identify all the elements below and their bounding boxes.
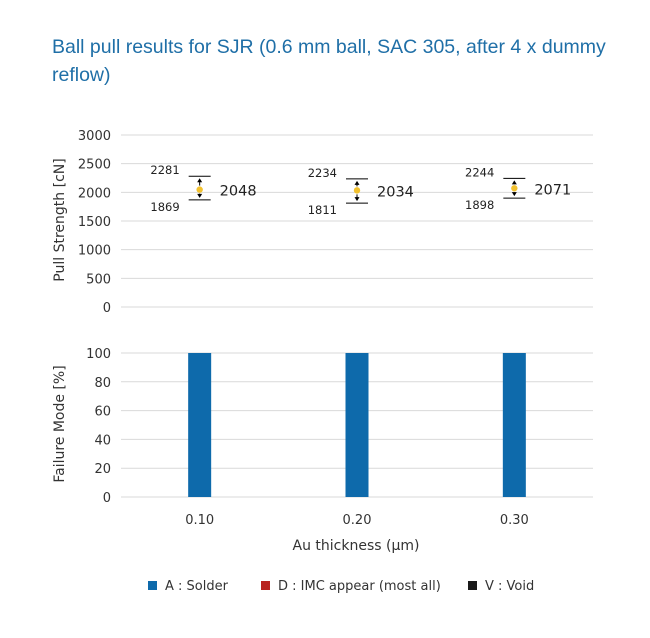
min-label: 1869: [150, 200, 179, 214]
errorbar-arrow-down: [354, 197, 360, 202]
mean-label: 2071: [534, 182, 571, 198]
errorbar-arrow-up: [197, 178, 203, 183]
x-axis-label: Au thickness (μm): [293, 538, 420, 554]
legend-swatch: [261, 581, 270, 590]
legend-label: A : Solder: [165, 579, 229, 594]
y-tick-label: 60: [94, 405, 111, 420]
chart-title: Ball pull results for SJR (0.6 mm ball, …: [52, 36, 606, 86]
y-tick-label: 20: [94, 462, 111, 477]
y-tick-label: 500: [86, 272, 111, 287]
bar: [188, 353, 212, 497]
legend-label: V : Void: [485, 579, 534, 594]
max-label: 2234: [308, 166, 337, 180]
min-label: 1811: [308, 203, 337, 217]
x-tick-label: 0.20: [343, 513, 372, 528]
errorbar-arrow-up: [354, 180, 360, 185]
legend: A : Solder D : IMC appear (most all) V : V…: [148, 579, 534, 594]
legend-swatch: [468, 581, 477, 590]
failure-mode-bars: [188, 353, 526, 497]
y-tick-label: 80: [94, 376, 111, 391]
bar: [502, 353, 526, 497]
errorbar-arrow-down: [197, 193, 203, 198]
pull-strength-points: 2281 1869 2048 2234 1811 2034 2244 1898 2071: [150, 163, 571, 217]
mean-point: [353, 187, 361, 194]
mean-point: [196, 186, 203, 193]
mean-label: 2048: [220, 184, 257, 200]
y-tick-label: 0: [103, 301, 111, 316]
x-tick-label: 0.10: [185, 513, 214, 528]
legend-swatch: [148, 581, 157, 590]
errorbar-arrow-up: [511, 180, 517, 185]
legend-label: D : IMC appear (most all): [278, 579, 441, 594]
errorbar-arrow-down: [511, 192, 517, 197]
y-tick-label: 100: [86, 347, 111, 362]
pull-strength-y-ticks: 3000 2500 2000 1500 1000 500 0: [78, 129, 111, 316]
pull-strength-axis-label: Pull Strength [cN]: [52, 158, 68, 281]
mean-point: [511, 185, 518, 192]
max-label: 2244: [465, 165, 494, 179]
y-tick-label: 0: [103, 491, 111, 506]
failure-mode-y-ticks: 100 80 60 40 20 0: [86, 347, 111, 506]
mean-label: 2034: [377, 184, 414, 200]
min-label: 1898: [465, 198, 494, 212]
bar: [345, 353, 369, 497]
x-tick-label: 0.30: [500, 513, 529, 528]
failure-mode-axis-label: Failure Mode [%]: [52, 365, 68, 482]
y-tick-label: 2000: [78, 186, 111, 201]
y-tick-label: 3000: [78, 129, 111, 144]
y-tick-label: 1000: [78, 244, 111, 259]
x-tick-labels: 0.10 0.20 0.30: [185, 513, 529, 528]
y-tick-label: 2500: [78, 158, 111, 173]
max-label: 2281: [150, 163, 179, 177]
y-tick-label: 1500: [78, 215, 111, 230]
pull-strength-gridlines: [121, 134, 593, 308]
y-tick-label: 40: [94, 433, 111, 448]
